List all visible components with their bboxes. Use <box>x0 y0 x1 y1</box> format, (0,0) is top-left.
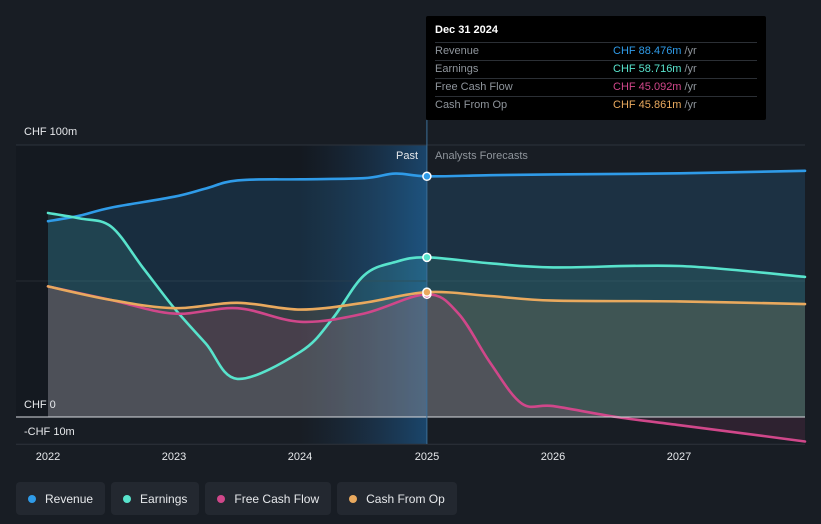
tooltip-unit: /yr <box>684 99 697 111</box>
tooltip-unit: /yr <box>684 63 697 75</box>
x-tick-label: 2023 <box>161 451 187 463</box>
tooltip-value: CHF 88.476m <box>613 45 682 57</box>
cash-from-op-marker <box>422 287 432 297</box>
y-label-top: CHF 100m <box>24 126 78 138</box>
x-tick-label: 2027 <box>666 451 692 463</box>
legend-label: Cash From Op <box>366 491 445 506</box>
earnings-line <box>46 211 807 381</box>
legend-item-earnings[interactable]: Earnings <box>111 482 200 515</box>
cash-from-op-line <box>46 285 807 311</box>
gridlines <box>16 144 805 445</box>
tooltip-value: CHF 58.716m <box>613 63 682 75</box>
legend-label: Free Cash Flow <box>234 491 320 506</box>
tooltip-series-name: Free Cash Flow <box>435 81 513 93</box>
legend-item-cash-from-op[interactable]: Cash From Op <box>337 482 457 515</box>
x-tick-label: 2025 <box>414 451 440 463</box>
earnings-dot-icon <box>123 494 132 503</box>
tooltip-series-name: Revenue <box>435 45 480 57</box>
tooltip-series-name: Earnings <box>435 63 479 75</box>
legend-item-revenue[interactable]: Revenue <box>16 482 106 515</box>
legend-item-free-cash-flow[interactable]: Free Cash Flow <box>205 482 332 515</box>
tooltip-date: Dec 31 2024 <box>435 24 498 36</box>
tooltip-row-free-cash-flow: Free Cash Flow CHF 45.092m /yr <box>435 78 757 96</box>
tooltip-value: CHF 45.092m <box>613 81 682 93</box>
free-cash-flow-dot-icon <box>217 494 226 503</box>
tooltip-value: CHF 45.861m <box>613 99 682 111</box>
y-label-zero: CHF 0 <box>24 399 56 411</box>
y-label-bottom: -CHF 10m <box>24 426 75 438</box>
past-label: Past <box>396 150 419 162</box>
highlight-markers <box>422 171 432 300</box>
series-lines <box>46 169 807 443</box>
legend-label: Revenue <box>45 491 94 506</box>
tooltip-series-name: Cash From Op <box>435 99 508 111</box>
earnings-marker <box>422 252 432 263</box>
legend-label: Earnings <box>140 491 188 506</box>
tooltip-unit: /yr <box>684 45 697 57</box>
x-tick-label: 2026 <box>540 451 566 463</box>
revenue-dot-icon <box>28 494 36 503</box>
tooltip-row-earnings: Earnings CHF 58.716m /yr <box>435 60 757 78</box>
tooltip-row-revenue: Revenue CHF 88.476m /yr <box>435 42 757 60</box>
legend: Revenue Earnings Free Cash Flow Cash Fro… <box>16 482 457 515</box>
free-cash-flow-line <box>46 285 807 443</box>
revenue-marker <box>422 171 432 182</box>
tooltip-unit: /yr <box>684 81 697 93</box>
revenue-line <box>46 169 807 223</box>
x-tick-label: 2022 <box>35 451 61 463</box>
x-tick-label: 2024 <box>287 451 313 463</box>
tooltip-row-cash-from-op: Cash From Op CHF 45.861m /yr <box>435 96 757 114</box>
tooltip: Dec 31 2024 Revenue CHF 88.476m /yr Earn… <box>426 16 766 120</box>
cash-from-op-dot-icon <box>349 494 358 503</box>
forecast-label: Analysts Forecasts <box>435 150 528 162</box>
